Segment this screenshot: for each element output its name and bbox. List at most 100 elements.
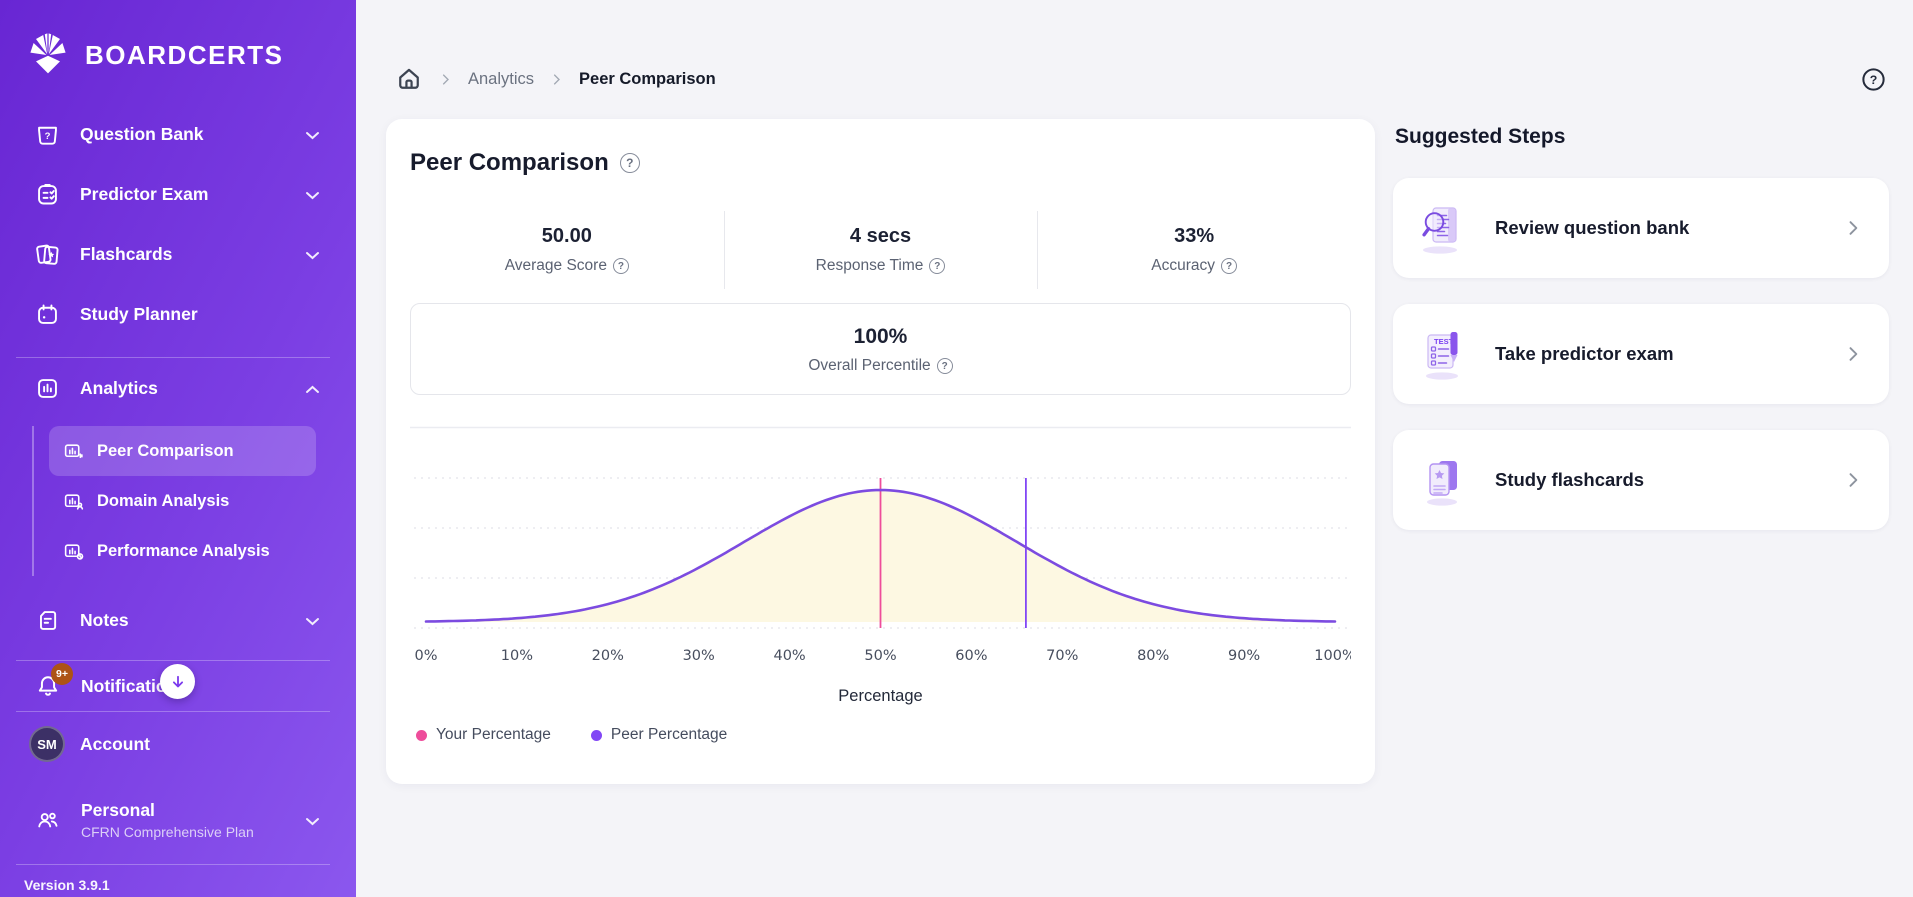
sidebar-divider [16, 660, 330, 661]
help-icon[interactable]: ? [612, 258, 629, 274]
legend-item: Your Percentage [416, 726, 551, 744]
notes-icon [34, 607, 61, 634]
sidebar-item-account[interactable]: SM Account [0, 718, 356, 770]
help-icon[interactable]: ? [1221, 258, 1238, 274]
plan-label: Personal [81, 800, 155, 820]
overall-percentile-box: 100% Overall Percentile? [410, 303, 1351, 395]
domain-analysis-icon [63, 491, 84, 512]
help-icon[interactable]: ? [1860, 66, 1887, 93]
stat-value: 33% [1174, 225, 1215, 247]
chevron-right-icon [1843, 218, 1863, 238]
sidebar-item-notes[interactable]: Notes [0, 590, 356, 650]
suggested-card-study-flashcards[interactable]: Study flashcards [1393, 430, 1889, 530]
people-icon [34, 806, 62, 834]
legend-item: Peer Percentage [590, 726, 727, 744]
svg-text:TEST: TEST [1434, 337, 1454, 346]
x-axis-title: Percentage [838, 687, 923, 705]
stat-value: 4 secs [849, 225, 912, 247]
sidebar-item-label: Question Bank [80, 123, 204, 144]
arrow-down-icon [172, 675, 183, 687]
percentile-value: 100% [853, 325, 908, 348]
chevron-right-icon [438, 72, 453, 87]
sidebar-item-domain-analysis[interactable]: Domain Analysis [49, 476, 316, 526]
sidebar-item-label: Predictor Exam [80, 183, 209, 204]
x-tick-label: 60% [955, 648, 987, 664]
notification-badge: 9+ [51, 663, 73, 685]
sidebar-item-label: Account [80, 733, 150, 754]
chevron-down-icon [305, 810, 320, 831]
stat-label: Response Time [815, 257, 924, 274]
x-tick-label: 20% [592, 648, 624, 664]
x-tick-label: 30% [683, 648, 715, 664]
sidebar-item-peer-comparison[interactable]: Peer Comparison [49, 426, 316, 476]
suggested-card-label: Study flashcards [1495, 469, 1645, 490]
peer-comparison-card: Peer Comparison ? 50.00 Average Score? 4… [386, 119, 1375, 784]
help-icon[interactable]: ? [929, 258, 946, 274]
suggested-card-label: Review question bank [1495, 217, 1690, 238]
brand-name: BOARDCERTS [85, 39, 284, 70]
breadcrumb-analytics[interactable]: Analytics [468, 69, 535, 88]
chevron-right-icon [1843, 470, 1863, 490]
home-icon[interactable] [395, 65, 423, 93]
stat-accuracy: 33% Accuracy? [1037, 211, 1351, 289]
avatar: SM [29, 726, 65, 762]
sidebar-item-label: Notes [80, 609, 129, 630]
sidebar-nav: ? Question Bank Predictor Ex [0, 104, 356, 893]
x-tick-label: 90% [1228, 648, 1260, 664]
legend-dot [590, 729, 602, 741]
chevron-down-icon [305, 244, 320, 265]
x-tick-label: 70% [1046, 648, 1078, 664]
sidebar-item-performance-analysis[interactable]: Performance Analysis [49, 526, 316, 576]
sidebar-item-study-planner[interactable]: Study Planner [0, 284, 356, 344]
sidebar-divider [16, 357, 330, 358]
x-tick-label: 0% [414, 648, 437, 664]
x-tick-label: 40% [773, 648, 805, 664]
stats-row: 50.00 Average Score? 4 secs Response Tim… [410, 211, 1351, 289]
content-row: Peer Comparison ? 50.00 Average Score? 4… [386, 119, 1889, 784]
bell-icon: 9+ [34, 663, 73, 700]
sidebar-item-flashcards[interactable]: Flashcards [0, 224, 356, 284]
help-icon[interactable]: ? [619, 153, 640, 173]
sidebar-item-label: Domain Analysis [97, 491, 230, 510]
flashcards-icon [34, 241, 61, 268]
sidebar-item-question-bank[interactable]: ? Question Bank [0, 104, 356, 164]
suggested-steps-title: Suggested Steps [1395, 125, 1566, 148]
percentile-label: Overall Percentile [808, 357, 931, 374]
boardcerts-logo-icon [30, 33, 66, 74]
chevron-right-icon [549, 72, 564, 87]
x-tick-label: 80% [1137, 648, 1169, 664]
sidebar-divider [16, 864, 330, 865]
suggested-card-take-predictor-exam[interactable]: TEST Take predictor exam [1393, 304, 1889, 404]
chart-legend: Your Percentage Peer Percentage [410, 726, 1351, 744]
brand[interactable]: BOARDCERTS [0, 0, 356, 104]
peer-comparison-icon [63, 441, 84, 462]
analytics-icon [34, 375, 61, 402]
x-tick-label: 50% [864, 648, 896, 664]
peer-comparison-chart: 0% 10% 20% 30% 40% 50% 60% 70% 80% 90% 100% [410, 426, 1356, 664]
take-predictor-exam-icon: TEST [1426, 332, 1458, 380]
suggested-card-review-question-bank[interactable]: Review question bank [1393, 178, 1889, 278]
review-question-bank-icon [1422, 207, 1457, 254]
stat-label: Accuracy [1151, 257, 1216, 274]
svg-text:?: ? [1870, 73, 1878, 87]
breadcrumb-current: Peer Comparison [579, 69, 716, 88]
scroll-down-button[interactable] [160, 664, 195, 699]
chart-container: 0% 10% 20% 30% 40% 50% 60% 70% 80% 90% 100% Percen… [410, 426, 1356, 744]
chevron-down-icon [305, 124, 320, 145]
sidebar-divider [16, 711, 330, 712]
legend-label: Your Percentage [436, 726, 551, 743]
sidebar-item-label: Flashcards [80, 243, 173, 264]
chevron-down-icon [305, 184, 320, 205]
predictor-exam-icon [34, 181, 61, 208]
x-tick-label: 100% [1314, 648, 1351, 664]
sidebar-item-predictor-exam[interactable]: Predictor Exam [0, 164, 356, 224]
svg-text:?: ? [45, 131, 51, 142]
sidebar-item-analytics[interactable]: Analytics [0, 358, 356, 418]
sidebar-item-label: Analytics [80, 377, 158, 398]
performance-analysis-icon [63, 541, 84, 562]
bell-curve-line [424, 488, 1337, 623]
stat-label: Average Score [504, 257, 607, 274]
sidebar-item-plan[interactable]: Personal CFRN Comprehensive Plan [0, 792, 356, 848]
help-icon[interactable]: ? [936, 358, 953, 374]
